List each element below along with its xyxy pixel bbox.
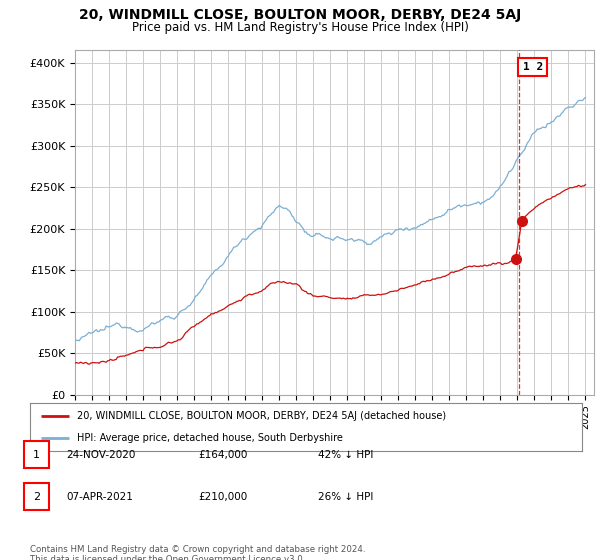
Text: 2: 2 xyxy=(33,492,40,502)
Text: 42% ↓ HPI: 42% ↓ HPI xyxy=(318,450,373,460)
Text: Contains HM Land Registry data © Crown copyright and database right 2024.
This d: Contains HM Land Registry data © Crown c… xyxy=(30,545,365,560)
Text: £210,000: £210,000 xyxy=(198,492,247,502)
Text: HPI: Average price, detached house, South Derbyshire: HPI: Average price, detached house, Sout… xyxy=(77,433,343,443)
Text: 07-APR-2021: 07-APR-2021 xyxy=(66,492,133,502)
Text: 20, WINDMILL CLOSE, BOULTON MOOR, DERBY, DE24 5AJ (detached house): 20, WINDMILL CLOSE, BOULTON MOOR, DERBY,… xyxy=(77,411,446,421)
Text: £164,000: £164,000 xyxy=(198,450,247,460)
Text: 26% ↓ HPI: 26% ↓ HPI xyxy=(318,492,373,502)
Text: 1 2: 1 2 xyxy=(523,62,543,72)
Text: 20, WINDMILL CLOSE, BOULTON MOOR, DERBY, DE24 5AJ: 20, WINDMILL CLOSE, BOULTON MOOR, DERBY,… xyxy=(79,8,521,22)
Text: 1: 1 xyxy=(33,450,40,460)
Text: Price paid vs. HM Land Registry's House Price Index (HPI): Price paid vs. HM Land Registry's House … xyxy=(131,21,469,34)
Text: 24-NOV-2020: 24-NOV-2020 xyxy=(66,450,136,460)
